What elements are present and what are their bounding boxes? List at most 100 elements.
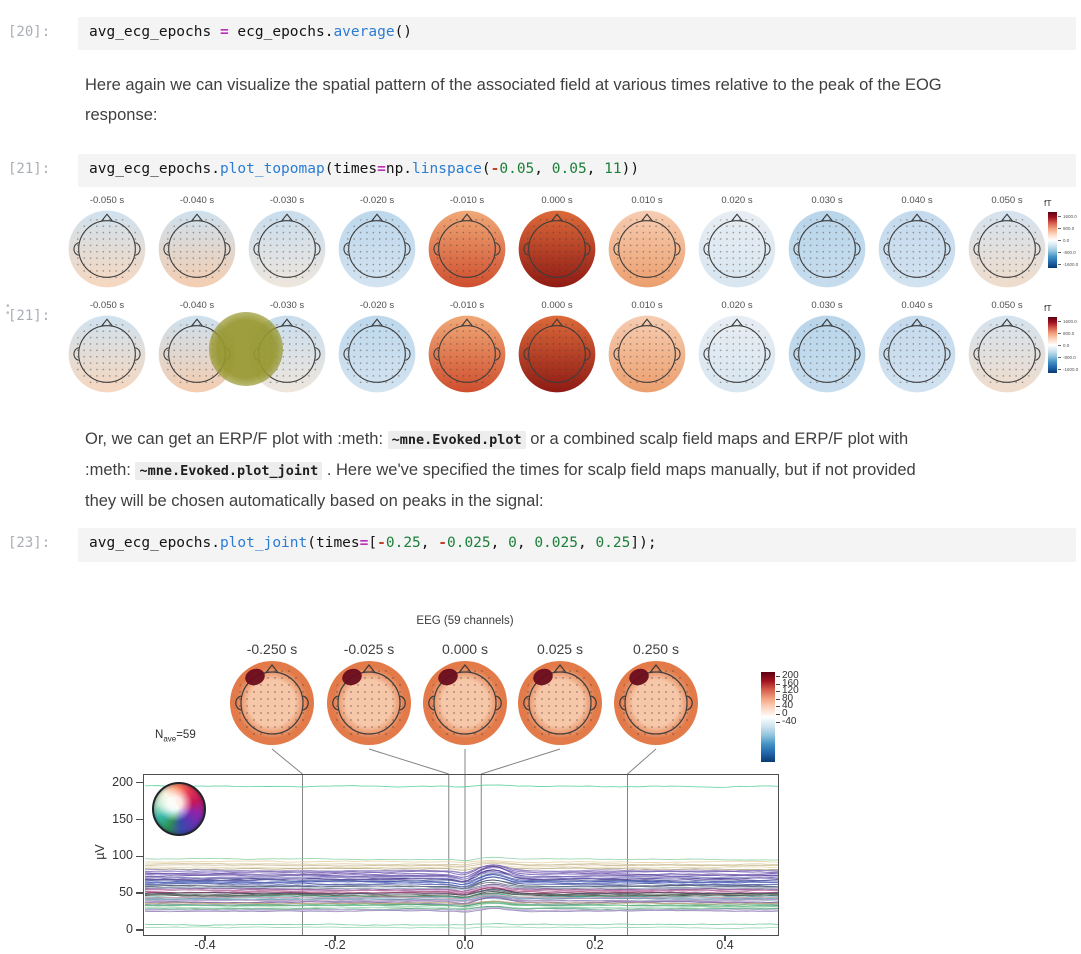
topomap-head-image <box>518 315 596 393</box>
joint-topomap-time-label: 0.025 s <box>537 641 583 657</box>
topomap-head-image <box>428 210 506 288</box>
topomap-time-label: -0.010 s <box>449 195 485 206</box>
y-tick-label: 150 <box>112 811 133 826</box>
cell21-output-prompt: [21]: <box>8 308 51 324</box>
topomap-time-label: 0.040 s <box>901 195 933 206</box>
topomap-time-label: 0.030 s <box>811 195 843 206</box>
topomap-time-label: 0.010 s <box>631 195 663 206</box>
code-token: linspace <box>412 161 482 177</box>
x-tick-label: 0.0 <box>456 938 474 952</box>
code-token: 0.25 <box>385 535 421 551</box>
code-token: - <box>377 535 386 551</box>
topomap-head <box>605 207 689 291</box>
joint-colorbar-tick: 160 <box>782 677 799 689</box>
markdown-line: :meth: ~mne.Evoked.plot_joint . Here we'… <box>85 455 916 486</box>
x-tick-label: -0.4 <box>194 938 216 952</box>
topomap-head-image <box>614 661 698 745</box>
code-token: )) <box>621 161 640 177</box>
joint-colorbar-tick: 80 <box>782 692 794 704</box>
topomap-head-image <box>327 661 411 745</box>
topomap-time-label: 0.020 s <box>721 300 753 311</box>
cell20-code-input[interactable]: avg_ecg_epochs = ecg_epochs.average() <box>78 17 1076 50</box>
code-token: = <box>219 24 229 40</box>
colorbar-tick-label: 1600.0 <box>1063 214 1077 219</box>
topomap-head <box>155 207 239 291</box>
topomap-head-image <box>338 210 416 288</box>
topomap-time-label: -0.020 s <box>359 195 395 206</box>
code-token: (times <box>324 161 378 177</box>
topomap-time-label: -0.040 s <box>179 300 215 311</box>
topomap-head-image <box>428 315 506 393</box>
markdown-text: response: <box>85 106 158 124</box>
code-token: 0.05 <box>499 161 535 177</box>
joint-colorbar <box>761 672 775 762</box>
code-token: - <box>490 161 500 177</box>
joint-colorbar-tick: 200 <box>782 670 799 681</box>
topomap-head-image <box>698 315 776 393</box>
topomap-head-image <box>68 315 146 393</box>
topomap-colorbar <box>1048 212 1057 268</box>
markdown-line: response: <box>85 100 942 130</box>
colorbar-tick-label: -1600.0 <box>1063 262 1079 267</box>
y-tick-label: 0 <box>126 921 133 936</box>
code-token: 11 <box>604 161 622 177</box>
colorbar-tick-label: -1600.0 <box>1063 367 1079 372</box>
x-tick-label: 0.4 <box>716 938 734 952</box>
topomap-colorbar <box>1048 317 1057 373</box>
joint-colorbar-tick: 120 <box>782 685 799 696</box>
topomap-head-image <box>68 210 146 288</box>
topomap-head-image <box>230 661 314 745</box>
joint-topomap-head <box>419 657 511 749</box>
topomap-time-label: 0.050 s <box>991 195 1023 206</box>
code-token: 0.025 <box>446 535 491 551</box>
topomap-head-image <box>248 210 326 288</box>
joint-colorbar-tick: 0 <box>782 707 788 719</box>
markdown-line: Here again we can visualize the spatial … <box>85 70 942 100</box>
code-token: ]); <box>630 535 657 551</box>
topomap-head <box>65 207 149 291</box>
code-token: 0.25 <box>595 535 631 551</box>
topomap-head <box>875 207 959 291</box>
topomap-time-label: -0.020 s <box>359 300 395 311</box>
markdown-paragraph-2: Or, we can get an ERP/F plot with :meth:… <box>85 424 916 516</box>
topomap-time-label: -0.050 s <box>89 300 125 311</box>
code-token: 0.025 <box>534 535 578 551</box>
markdown-text: Or, we can get an ERP/F plot with :meth: <box>85 430 388 448</box>
topomap-head <box>425 312 509 396</box>
topomap-head <box>875 312 959 396</box>
cell23-code-input[interactable]: avg_ecg_epochs.plot_joint(times=[-0.25, … <box>78 528 1076 562</box>
code-token: , <box>516 535 535 551</box>
code-token: = <box>359 535 369 551</box>
topomap-time-label: 0.000 s <box>541 195 573 206</box>
code-token: ( <box>481 161 491 177</box>
joint-topomap-time-label: -0.025 s <box>343 641 395 657</box>
topomap-head <box>515 312 599 396</box>
cell-drag-dots: • • <box>6 301 10 319</box>
joint-colorbar-tick: 40 <box>782 700 794 711</box>
joint-topomap-time-label: 0.250 s <box>633 641 679 657</box>
code-token: (times <box>307 535 360 551</box>
markdown-text: :meth: <box>85 461 136 479</box>
topomap-head-image <box>518 661 602 745</box>
colorbar-tick-label: 1600.0 <box>1063 319 1077 324</box>
code-token: , <box>420 535 439 551</box>
joint-topomap-time-label: -0.250 s <box>246 641 298 657</box>
topomap-time-label: -0.050 s <box>89 195 125 206</box>
code-token: , <box>586 161 605 177</box>
topomap-time-label: -0.030 s <box>269 195 305 206</box>
butterfly-traces <box>144 784 778 929</box>
markdown-line: they will be chosen automatically based … <box>85 486 916 516</box>
topomap-head-image <box>518 210 596 288</box>
joint-topomap-time-label: 0.000 s <box>442 641 488 657</box>
topomap-head-image <box>788 210 866 288</box>
code-token: 0 <box>508 535 517 551</box>
topomap-head-image <box>968 210 1046 288</box>
topomap-head <box>785 312 869 396</box>
markdown-text: or a combined scalp field maps and ERP/F… <box>525 430 909 448</box>
code-token: 0.05 <box>551 161 587 177</box>
markdown-line: Or, we can get an ERP/F plot with :meth:… <box>85 424 916 455</box>
code-token: np. <box>385 161 413 177</box>
cell21-code-input[interactable]: avg_ecg_epochs.plot_topomap(times=np.lin… <box>78 154 1076 187</box>
topomap-head-image <box>878 315 956 393</box>
topomap-head <box>965 312 1049 396</box>
